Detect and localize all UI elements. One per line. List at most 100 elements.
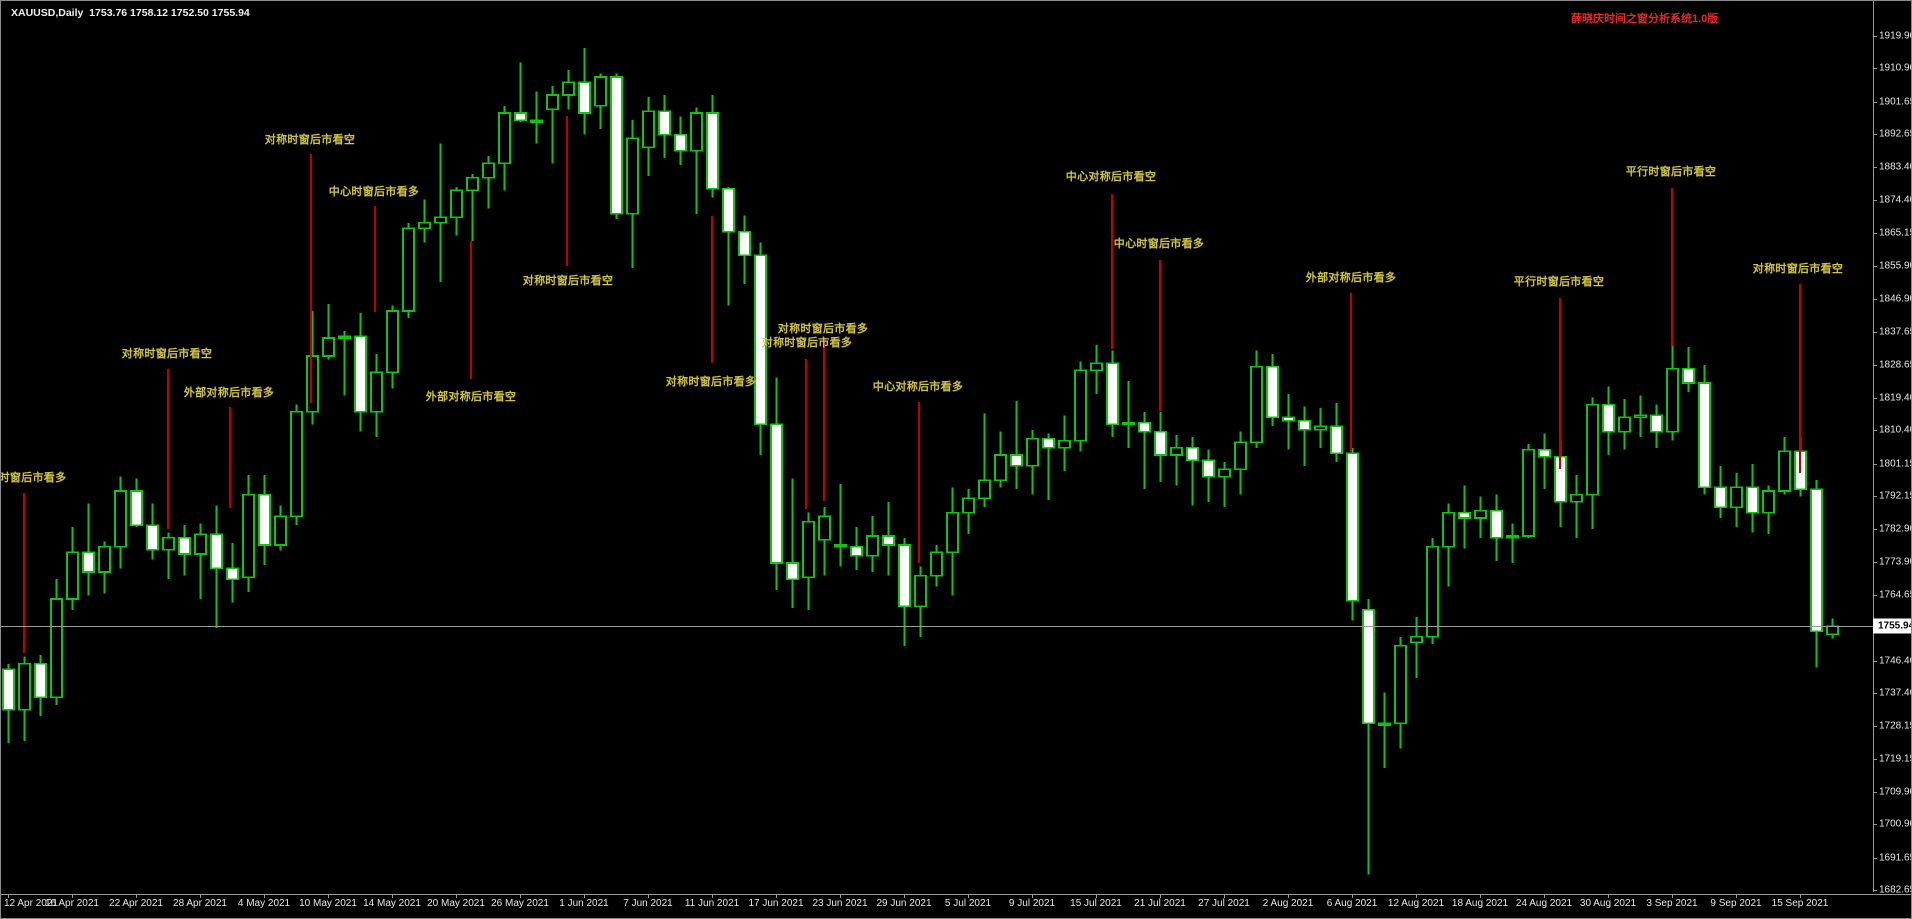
candle-body[interactable] [162,537,175,551]
annotation-label[interactable]: 对称时窗后市看空 [522,275,614,287]
candle-body[interactable] [578,81,591,114]
candle-body[interactable] [594,76,607,107]
candle-body[interactable] [66,551,79,600]
candle-body[interactable] [194,533,207,555]
candle-body[interactable] [1378,722,1391,726]
candle-body[interactable] [450,189,463,219]
annotation-label[interactable]: 对称时窗后市看多 [0,472,67,484]
candle-body[interactable] [402,227,415,312]
candle-body[interactable] [98,546,111,573]
candle-body[interactable] [882,535,895,546]
candle-body[interactable] [1090,362,1103,372]
candle-body[interactable] [1442,511,1455,548]
candle-body[interactable] [1490,510,1503,539]
annotation-label[interactable]: 外部对称后市看多 [183,387,275,399]
candle-body[interactable] [866,535,879,557]
candle-body[interactable] [1106,362,1119,426]
candle-body[interactable] [1602,403,1615,433]
candle-body[interactable] [466,177,479,192]
candle-body[interactable] [226,567,239,581]
candle-body[interactable] [642,110,655,149]
candle-body[interactable] [1650,414,1663,433]
candle-body[interactable] [482,162,495,179]
candle-body[interactable] [1058,439,1071,449]
annotation-label[interactable]: 对称时窗后市看多 [777,323,869,335]
candle-body[interactable] [1010,454,1023,467]
candle-body[interactable] [690,112,703,152]
candle-body[interactable] [738,231,751,257]
candle-body[interactable] [1682,367,1695,384]
candle-body[interactable] [306,355,319,413]
candle-body[interactable] [1362,609,1375,725]
annotation-label[interactable]: 外部对称后市看空 [425,391,517,403]
annotation-label[interactable]: 平行时窗后市看空 [1625,166,1717,178]
candle-body[interactable] [770,423,783,564]
candle-body[interactable] [1426,546,1439,638]
candle-body[interactable] [978,479,991,500]
candle-body[interactable] [1506,535,1519,539]
candle-body[interactable] [994,454,1007,482]
candle-body[interactable] [1250,366,1263,444]
candle-body[interactable] [1458,511,1471,519]
candle-body[interactable] [1186,447,1199,462]
candle-body[interactable] [146,524,159,551]
candle-body[interactable] [1074,369,1087,442]
candle-body[interactable] [802,520,815,579]
candle-body[interactable] [1266,366,1279,419]
annotation-label[interactable]: 对称时窗后市看空 [1752,263,1844,275]
candle-body[interactable] [114,490,127,548]
candle-body[interactable] [1394,645,1407,725]
candle-body[interactable] [722,187,735,233]
candle-body[interactable] [786,562,799,581]
candle-body[interactable] [1586,403,1599,496]
annotation-label[interactable]: 对称时窗后市看空 [121,348,213,360]
candle-body[interactable] [914,574,927,608]
candle-body[interactable] [850,546,863,557]
candle-body[interactable] [130,490,143,527]
candle-body[interactable] [1314,425,1327,431]
candle-body[interactable] [82,551,95,573]
candle-body[interactable] [50,598,63,699]
candle-body[interactable] [1042,438,1055,449]
candle-body[interactable] [1570,493,1583,503]
candle-body[interactable] [354,335,367,413]
candle-body[interactable] [1170,447,1183,456]
candle-body[interactable] [498,112,511,165]
candle-body[interactable] [1714,486,1727,509]
candle-body[interactable] [834,544,847,548]
candle-body[interactable] [546,94,559,111]
candle-body[interactable] [1410,636,1423,644]
candle-body[interactable] [1138,421,1151,433]
candle-body[interactable] [1218,468,1231,478]
candle-body[interactable] [1778,450,1791,492]
candle-body[interactable] [386,310,399,374]
candle-body[interactable] [1474,510,1487,519]
candle-body[interactable] [1202,459,1215,478]
candle-body[interactable] [258,493,271,546]
annotation-label[interactable]: 中心时窗后市看多 [328,186,420,198]
candle-body[interactable] [1826,625,1839,635]
candlestick-chart-canvas[interactable] [1,1,1912,894]
annotation-label[interactable]: 中心时窗后市看多 [1113,238,1205,250]
candle-body[interactable] [1538,448,1551,458]
candle-body[interactable] [754,254,767,426]
candle-body[interactable] [1234,441,1247,471]
candle-body[interactable] [1298,420,1311,431]
candle-body[interactable] [1634,414,1647,419]
candle-body[interactable] [514,112,527,122]
candle-body[interactable] [242,493,255,579]
candle-body[interactable] [1698,382,1711,489]
candle-body[interactable] [178,537,191,555]
candle-body[interactable] [1282,416,1295,422]
candle-body[interactable] [1330,425,1343,455]
candle-body[interactable] [338,335,351,339]
annotation-label[interactable]: 平行时窗后市看空 [1513,276,1605,288]
candle-body[interactable] [530,119,543,123]
candle-body[interactable] [18,663,31,711]
annotation-label[interactable]: 外部对称后市看多 [1305,272,1397,284]
candle-body[interactable] [658,110,671,136]
candle-body[interactable] [210,533,223,570]
candle-body[interactable] [274,515,287,546]
candle-body[interactable] [1618,416,1631,433]
annotation-label[interactable]: 对称时窗后市看多 [761,337,853,349]
